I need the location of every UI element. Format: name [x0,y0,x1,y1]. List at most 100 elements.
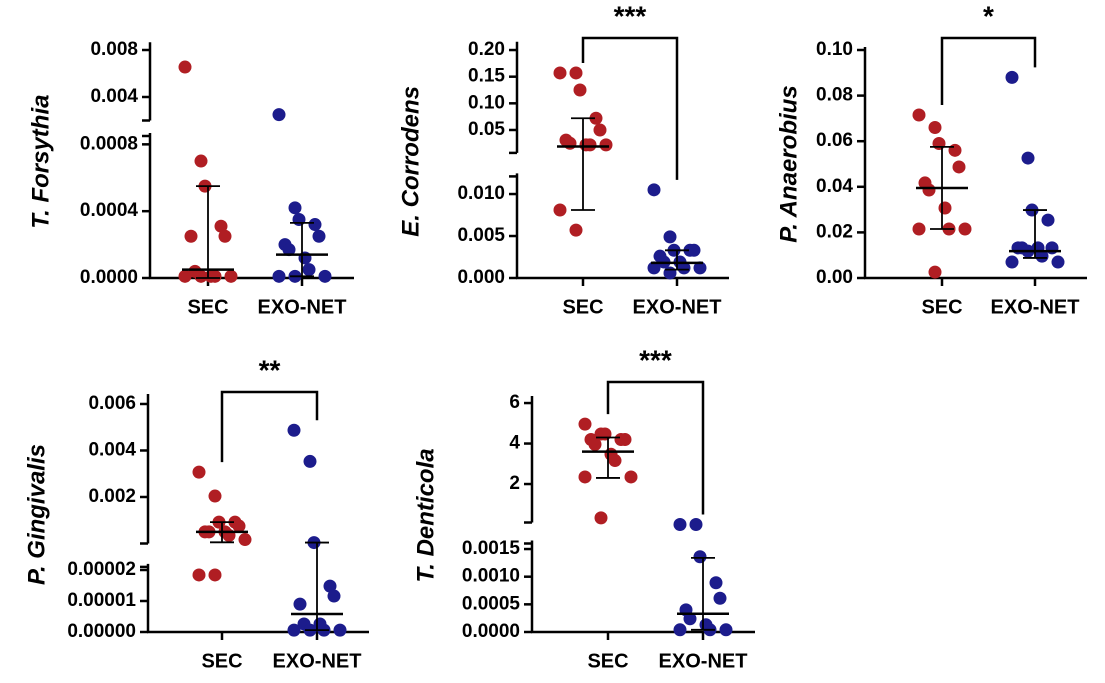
data-point [693,261,707,275]
data-point [594,511,608,525]
data-point [683,612,697,626]
y-tick-label: 0.15 [468,66,505,87]
significance-bracket [606,380,705,515]
data-point [1035,249,1049,263]
data-point [287,423,301,437]
data-point [948,143,962,157]
y-tick-label: 0.0005 [462,593,521,614]
data-point [932,136,946,150]
data-point [292,213,306,227]
data-point [912,222,926,236]
data-point [194,154,208,168]
data-point [693,550,707,564]
y-tick-label: 0.08 [816,85,853,106]
significance-bracket [581,36,679,180]
y-tick-label: 0.00000 [67,621,136,642]
data-point [647,261,661,275]
data-point [912,108,926,122]
data-point [303,454,317,468]
data-point [569,66,583,80]
data-point [208,269,222,283]
data-point [598,427,612,441]
y-tick-label: 0.10 [816,39,853,60]
data-point [1051,255,1065,269]
x-tick-label: EXO-NET [258,296,347,318]
data-point [593,123,607,137]
data-point [689,517,703,531]
data-point [588,437,602,451]
significance-label: *** [639,344,672,375]
data-point [553,203,567,217]
x-tick-label: SEC [587,650,628,672]
y-tick-label: 0.02 [816,221,853,242]
y-tick-label: 0.0004 [80,200,139,221]
x-tick-label: EXO-NET [991,296,1080,318]
x-tick-label: EXO-NET [633,296,722,318]
data-point [214,219,228,233]
data-point [599,138,613,152]
data-point [327,589,341,603]
x-tick-label: SEC [562,296,603,318]
y-tick-label: 0.008 [90,39,138,60]
y-tick-label: 0.00002 [67,559,136,580]
x-tick-label: SEC [921,296,962,318]
y-tick-label: 0.005 [457,225,505,246]
data-point [663,266,677,280]
data-point [282,243,296,257]
data-point [663,230,677,244]
data-point [178,60,192,74]
data-point [1041,213,1055,227]
significance-bracket [940,36,1037,105]
data-point [302,263,316,277]
data-point [287,623,301,637]
y-tick-label: 0.0008 [80,133,138,154]
y-tick-label: 0.00001 [67,590,136,611]
significance-label: * [983,0,994,31]
data-point [928,265,942,279]
y-tick-label: 0.004 [90,86,138,107]
y-tick-label: 0.000 [457,267,505,288]
x-tick-label: SEC [201,650,242,672]
data-point [288,201,302,215]
data-point [713,591,727,605]
data-point [624,470,638,484]
y-tick-label: 0.04 [816,176,853,197]
data-point [308,218,322,232]
data-point [687,243,701,257]
data-point [1005,255,1019,269]
data-point [938,201,952,215]
data-point [1021,151,1035,165]
data-point [618,432,632,446]
data-point [563,136,577,150]
y-tick-label: 0.05 [468,119,505,140]
data-point [192,568,206,582]
y-tick-label: 0.20 [468,39,505,60]
y-tick-label: 0.0010 [462,566,520,587]
data-point [578,417,592,431]
data-point [569,223,583,237]
data-point [184,229,198,243]
y-tick-label: 0.0000 [80,267,138,288]
data-point [232,519,246,533]
data-point [218,229,232,243]
y-tick-label: 0.0015 [462,538,521,559]
y-tick-label: 0.10 [468,92,505,113]
y-axis-label: P. Gingivalis [23,444,50,585]
y-tick-label: 4 [509,433,520,454]
significance-label: *** [614,0,647,31]
data-point [673,623,687,637]
data-point [928,121,942,135]
data-point [194,269,208,283]
data-point [647,183,661,197]
y-tick-label: 6 [509,392,520,413]
data-point [333,623,347,637]
data-point [192,465,206,479]
data-point [208,489,222,503]
data-point [673,517,687,531]
data-point [318,269,332,283]
y-tick-label: 0.010 [457,183,505,204]
x-tick-label: EXO-NET [273,650,362,672]
significance-bracket [220,390,319,463]
y-tick-label: 0.0000 [462,621,520,642]
